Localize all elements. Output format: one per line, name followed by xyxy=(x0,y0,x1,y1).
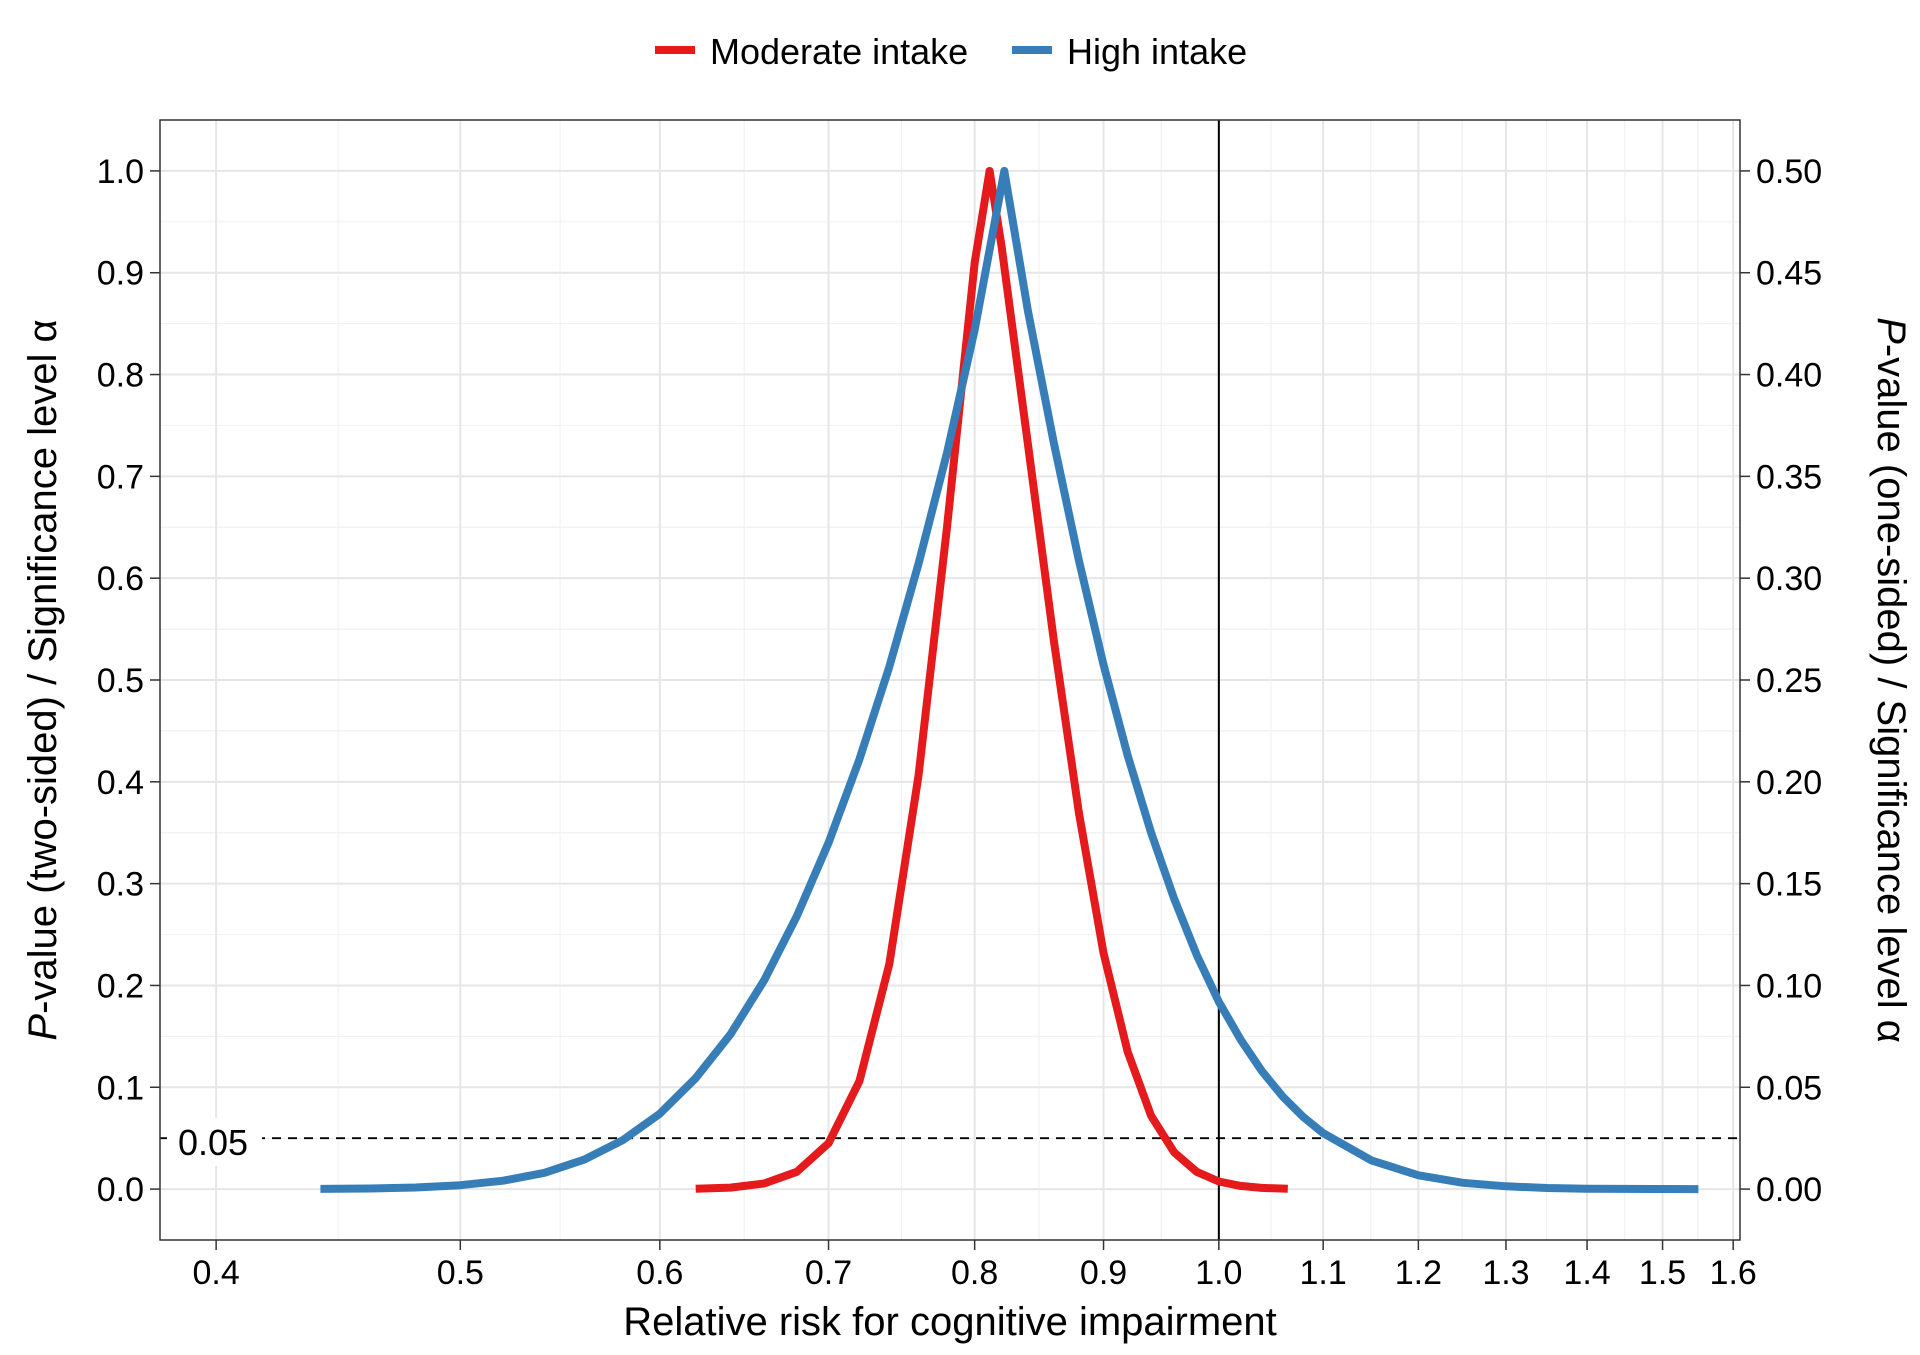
y-tick-label-3: 0.3 xyxy=(97,866,144,904)
x-tick-label-0: 0.4 xyxy=(192,1254,239,1292)
y2-tick-label-2: 0.10 xyxy=(1756,967,1822,1005)
y2-tick-label-1: 0.05 xyxy=(1756,1069,1822,1107)
x-tick-label-5: 0.9 xyxy=(1080,1254,1127,1292)
x-tick-label-12: 1.6 xyxy=(1710,1254,1757,1292)
legend: Moderate intake High intake xyxy=(655,31,1247,72)
y2-tick-label-0: 0.00 xyxy=(1756,1171,1822,1209)
y-axis-left-title-italic: P xyxy=(21,1014,65,1041)
x-tick-label-11: 1.5 xyxy=(1639,1254,1686,1292)
y-axis-left-title: P-value (two-sided) / Significance level… xyxy=(21,319,65,1040)
y-tick-label-4: 0.4 xyxy=(97,764,144,802)
y2-tick-label-9: 0.45 xyxy=(1756,255,1822,293)
series-lines xyxy=(320,166,1699,1194)
x-axis-title: Relative risk for cognitive impairment xyxy=(623,1300,1277,1344)
legend-label-moderate-intake: Moderate intake xyxy=(710,31,968,72)
y2-tick-label-6: 0.30 xyxy=(1756,560,1822,598)
y-axis-right-title-rest: -value (one-sided) / Significance level … xyxy=(1869,344,1913,1043)
y-axis-right-title-italic: P xyxy=(1869,317,1913,344)
series-line-moderate-intake xyxy=(695,166,1288,1193)
y-tick-label-2: 0.2 xyxy=(97,967,144,1005)
y-axis-left: 0.0 0.1 0.2 0.3 0.4 0.5 0.6 0.7 0.8 0.9 1.0 xyxy=(97,153,160,1209)
x-tick-label-6: 1.0 xyxy=(1195,1254,1242,1292)
y2-tick-label-10: 0.50 xyxy=(1756,153,1822,191)
y2-tick-label-7: 0.35 xyxy=(1756,458,1822,496)
y-tick-label-10: 1.0 xyxy=(97,153,144,191)
x-tick-label-8: 1.2 xyxy=(1395,1254,1442,1292)
y-tick-label-1: 0.1 xyxy=(97,1069,144,1107)
y-tick-label-9: 0.9 xyxy=(97,255,144,293)
x-tick-label-9: 1.3 xyxy=(1482,1254,1529,1292)
y-tick-label-0: 0.0 xyxy=(97,1171,144,1209)
y-tick-label-6: 0.6 xyxy=(97,560,144,598)
y-tick-label-7: 0.7 xyxy=(97,458,144,496)
reference-label-box: 0.05 xyxy=(167,1118,262,1166)
y2-tick-label-4: 0.20 xyxy=(1756,764,1822,802)
x-tick-label-10: 1.4 xyxy=(1563,1254,1610,1292)
reference-label-background xyxy=(167,1118,262,1166)
x-axis: 0.4 0.5 0.6 0.7 0.8 0.9 1.0 1.1 1.2 1.3 1.4 1.5 1.6 xyxy=(192,1240,1757,1292)
reference-lines xyxy=(160,120,1740,1240)
x-tick-label-3: 0.7 xyxy=(805,1254,852,1292)
y-axis-right-title: P-value (one-sided) / Significance level… xyxy=(1869,317,1913,1043)
y2-tick-label-5: 0.25 xyxy=(1756,662,1822,700)
series-line-high-intake xyxy=(320,166,1699,1194)
legend-label-high-intake: High intake xyxy=(1067,31,1247,72)
reference-label-0-05: 0.05 xyxy=(178,1122,248,1163)
y-axis-left-title-rest: -value (two-sided) / Significance level … xyxy=(21,319,65,1014)
x-tick-label-1: 0.5 xyxy=(437,1254,484,1292)
y2-tick-label-3: 0.15 xyxy=(1756,866,1822,904)
x-tick-label-2: 0.6 xyxy=(636,1254,683,1292)
y2-tick-label-8: 0.40 xyxy=(1756,357,1822,395)
y-tick-label-5: 0.5 xyxy=(97,662,144,700)
x-tick-label-7: 1.1 xyxy=(1300,1254,1347,1292)
x-tick-label-4: 0.8 xyxy=(951,1254,998,1292)
y-axis-right: 0.00 0.05 0.10 0.15 0.20 0.25 0.30 0.35 0.40 0.45… xyxy=(1740,153,1822,1209)
y-tick-label-8: 0.8 xyxy=(97,357,144,395)
